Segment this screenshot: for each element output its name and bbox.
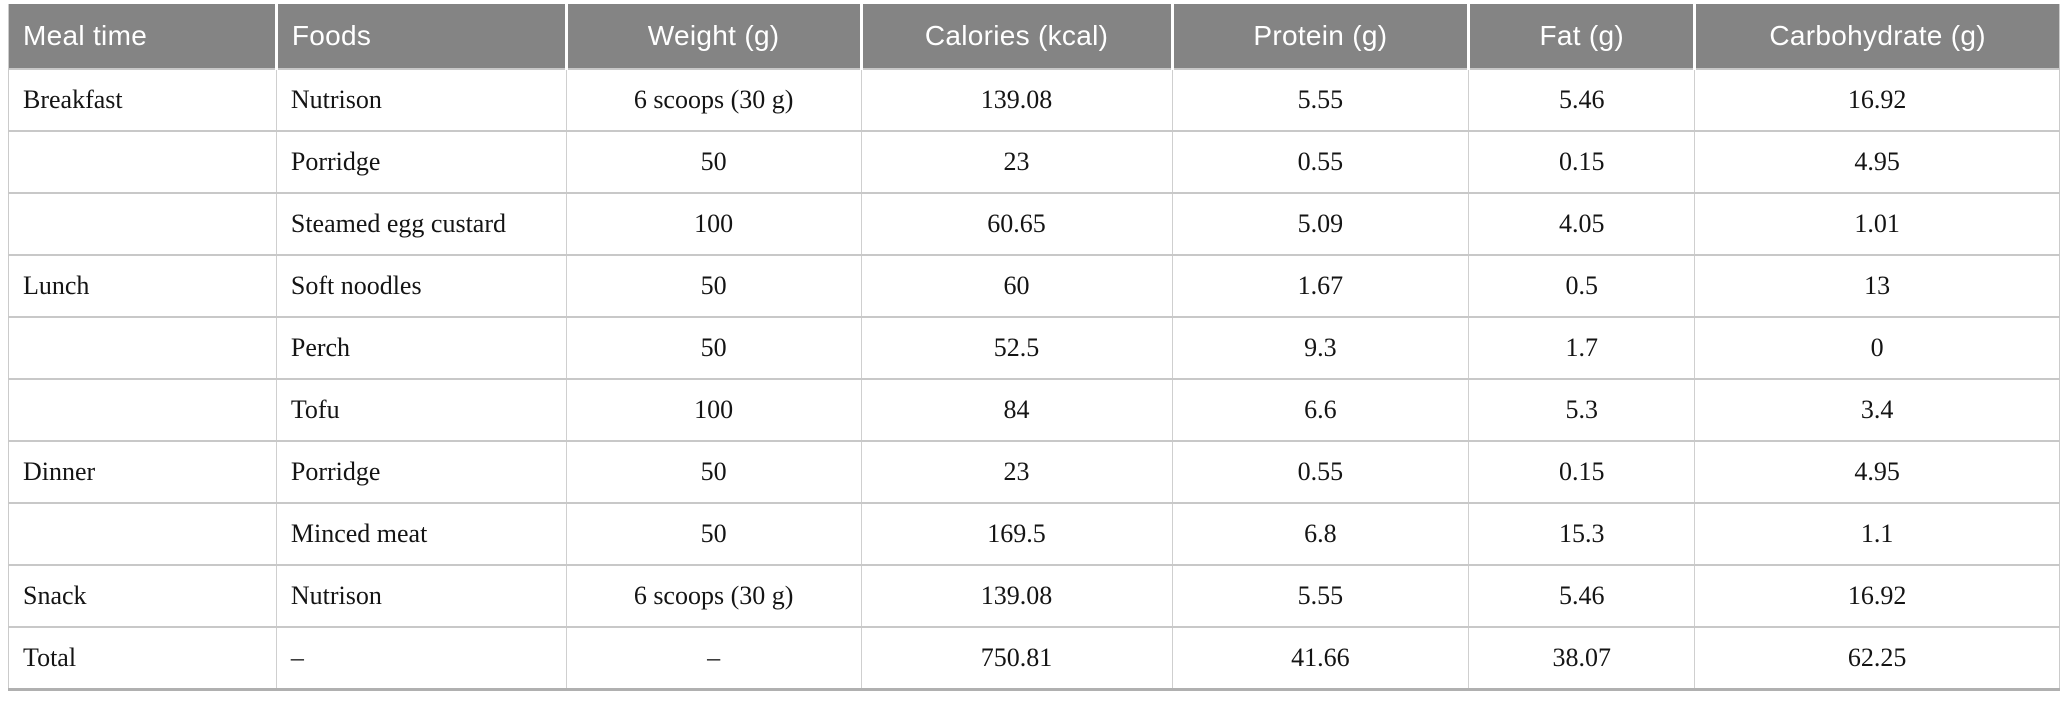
table-row: Steamed egg custard 100 60.65 5.09 4.05 1.01 [8,192,2060,255]
fat-cell: 1.7 [1468,316,1695,379]
carbohydrate-cell: 62.25 [1694,626,2060,690]
calories-cell: 750.81 [860,626,1172,690]
fat-cell: 5.46 [1468,564,1695,627]
food-cell: – [275,626,567,690]
carbohydrate-cell: 16.92 [1694,68,2060,131]
table-row: Breakfast Nutrison 6 scoops (30 g) 139.08 5.… [8,68,2060,131]
meal-time-cell: Snack [8,564,277,627]
protein-cell: 9.3 [1171,316,1469,379]
carbohydrate-cell: 4.95 [1694,130,2060,193]
calories-cell: 169.5 [860,502,1172,565]
meal-time-cell [8,502,277,565]
protein-cell: 6.8 [1171,502,1469,565]
meal-time-cell [8,316,277,379]
column-header-protein: Protein (g) [1170,4,1469,69]
meal-time-cell [8,192,277,255]
table-header: Meal time Foods Weight (g) Calories (kca… [8,4,2060,69]
weight-cell: 100 [565,378,862,441]
food-cell: Nutrison [275,564,567,627]
carbohydrate-cell: 3.4 [1694,378,2060,441]
calories-cell: 84 [860,378,1172,441]
fat-cell: 5.3 [1468,378,1695,441]
protein-cell: 5.09 [1171,192,1469,255]
calories-cell: 23 [860,440,1172,503]
protein-cell: 5.55 [1171,564,1469,627]
carbohydrate-cell: 13 [1694,254,2060,317]
weight-cell: 50 [565,316,862,379]
protein-cell: 1.67 [1171,254,1469,317]
column-header-weight: Weight (g) [564,4,862,69]
carbohydrate-cell: 1.1 [1694,502,2060,565]
weight-cell: 50 [565,502,862,565]
column-header-meal-time: Meal time [8,4,277,69]
meal-nutrition-table: Meal time Foods Weight (g) Calories (kca… [8,4,2060,691]
meal-time-cell: Total [8,626,277,690]
carbohydrate-cell: 4.95 [1694,440,2060,503]
food-cell: Nutrison [275,68,567,131]
food-cell: Minced meat [275,502,567,565]
calories-cell: 139.08 [860,564,1172,627]
protein-cell: 6.6 [1171,378,1469,441]
column-header-foods: Foods [274,4,567,69]
carbohydrate-cell: 0 [1694,316,2060,379]
nutrition-table-container: Meal time Foods Weight (g) Calories (kca… [8,4,2060,691]
weight-cell: 100 [565,192,862,255]
table-row: Lunch Soft noodles 50 60 1.67 0.5 13 [8,254,2060,317]
table-body: Breakfast Nutrison 6 scoops (30 g) 139.08 5.… [8,68,2060,690]
food-cell: Steamed egg custard [275,192,567,255]
header-row: Meal time Foods Weight (g) Calories (kca… [8,4,2060,69]
table-row: Snack Nutrison 6 scoops (30 g) 139.08 5.55 5.… [8,564,2060,627]
column-header-carbohydrate: Carbohydrate (g) [1693,4,2060,69]
column-header-fat: Fat (g) [1467,4,1695,69]
food-cell: Tofu [275,378,567,441]
calories-cell: 139.08 [860,68,1172,131]
table-row: Perch 50 52.5 9.3 1.7 0 [8,316,2060,379]
meal-time-cell: Dinner [8,440,277,503]
fat-cell: 5.46 [1468,68,1695,131]
weight-cell: – [565,626,862,690]
protein-cell: 41.66 [1171,626,1469,690]
calories-cell: 23 [860,130,1172,193]
table-row: Total – –750.81 41.66 38.07 62.25 [8,626,2060,690]
meal-time-cell [8,378,277,441]
meal-time-cell: Lunch [8,254,277,317]
weight-cell: 6 scoops (30 g) [565,564,862,627]
food-cell: Perch [275,316,567,379]
fat-cell: 4.05 [1468,192,1695,255]
fat-cell: 0.15 [1468,440,1695,503]
table-row: Minced meat 50 169.5 6.8 15.3 1.1 [8,502,2060,565]
table-row: Dinner Porridge 50 23 0.55 0.15 4.95 [8,440,2060,503]
meal-time-cell: Breakfast [8,68,277,131]
weight-cell: 50 [565,440,862,503]
carbohydrate-cell: 16.92 [1694,564,2060,627]
protein-cell: 0.55 [1171,130,1469,193]
fat-cell: 38.07 [1468,626,1695,690]
food-cell: Soft noodles [275,254,567,317]
fat-cell: 0.15 [1468,130,1695,193]
food-cell: Porridge [275,130,567,193]
protein-cell: 5.55 [1171,68,1469,131]
protein-cell: 0.55 [1171,440,1469,503]
fat-cell: 0.5 [1468,254,1695,317]
calories-cell: 60.65 [860,192,1172,255]
calories-cell: 60 [860,254,1172,317]
weight-cell: 6 scoops (30 g) [565,68,862,131]
column-header-calories: Calories (kcal) [859,4,1172,69]
table-row: Tofu 100 84 6.6 5.3 3.4 [8,378,2060,441]
weight-cell: 50 [565,130,862,193]
meal-time-cell [8,130,277,193]
food-cell: Porridge [275,440,567,503]
table-row: Porridge 50 23 0.55 0.15 4.95 [8,130,2060,193]
fat-cell: 15.3 [1468,502,1695,565]
carbohydrate-cell: 1.01 [1694,192,2060,255]
calories-cell: 52.5 [860,316,1172,379]
weight-cell: 50 [565,254,862,317]
